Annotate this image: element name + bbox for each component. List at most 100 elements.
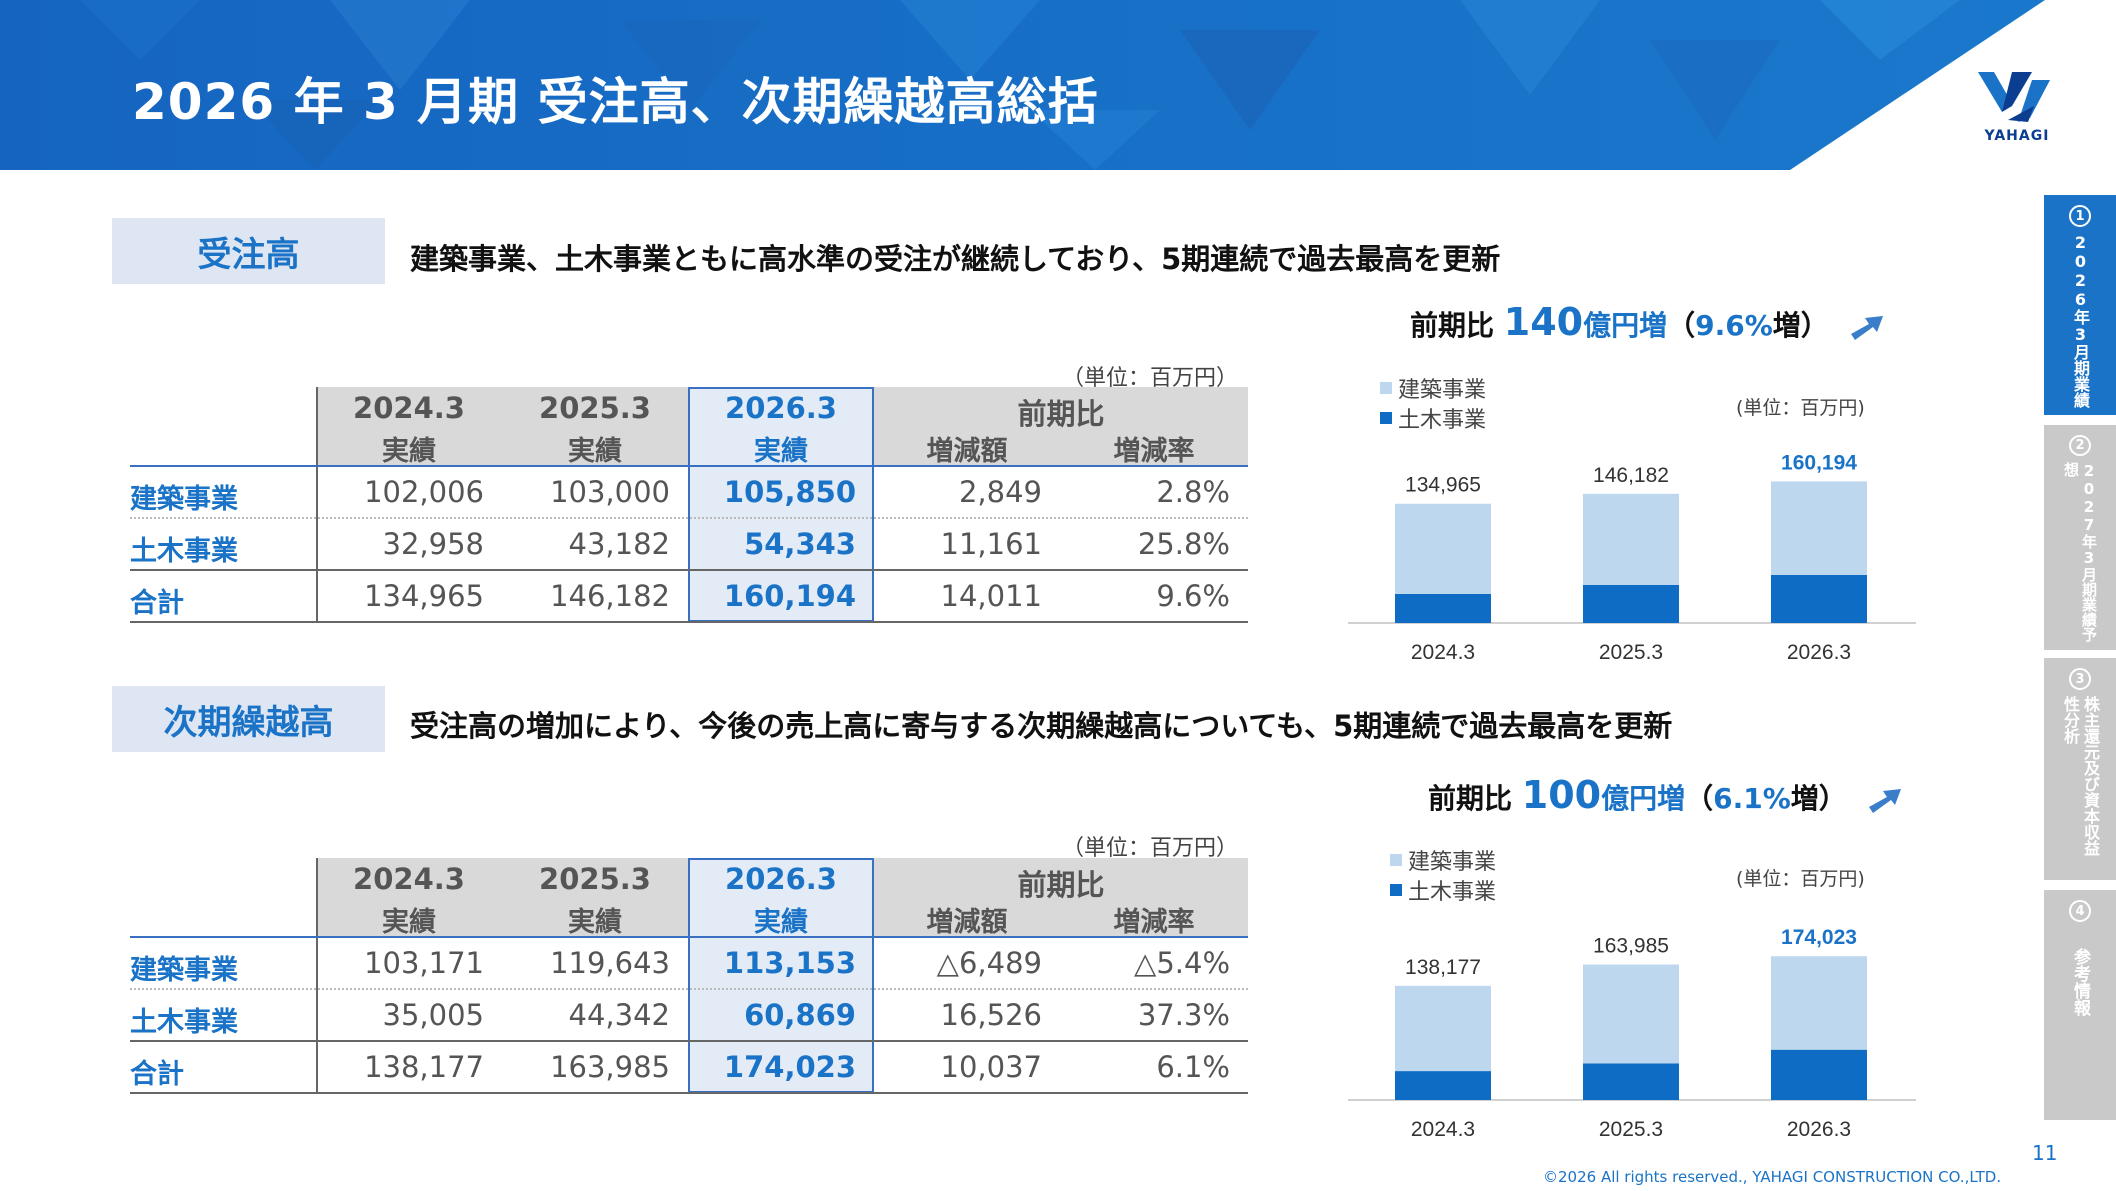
legend-item: 建築事業 [1380, 373, 1486, 403]
bar-total-label: 146,182 [1593, 464, 1669, 487]
row-label: 土木事業 [130, 1007, 238, 1038]
table-cell: 10,037 [940, 1050, 1042, 1084]
tab-number: 3 [2069, 668, 2091, 690]
headline-pct: 9.6% [1695, 309, 1773, 342]
chart-unit: (単位：百万円) [1736, 397, 1865, 419]
table-rule [130, 621, 1248, 623]
backlog-bar-chart: 138,177 2024.3 163,985 2025.3 174,023 2026.3 [1348, 926, 1916, 1141]
bar-building [1583, 964, 1679, 1064]
bar-total-label: 138,177 [1405, 956, 1481, 979]
legend-swatch [1390, 854, 1402, 866]
section-description-backlog: 受注高の増加により、今後の売上高に寄与する次期繰越高についても、5期連続で過去最… [410, 709, 1673, 743]
page-title: 2026 年 3 月期 受注高、次期繰越高総括 [132, 73, 1099, 131]
header-background [0, 0, 2045, 170]
table-rule [130, 936, 1248, 938]
header-compare: 前期比 [1017, 397, 1105, 431]
headline-amount: 100 [1521, 773, 1602, 817]
side-tab-4[interactable]: 4 参考情報 [2044, 890, 2116, 1120]
header-compare: 前期比 [1017, 868, 1105, 902]
up-arrow-icon [1850, 316, 1883, 340]
headline-prefix: 前期比 [1428, 782, 1522, 815]
table-cell: △6,489 [936, 946, 1042, 980]
table-cell: 11,161 [940, 527, 1042, 561]
legend-item: 建築事業 [1390, 845, 1496, 875]
legend-item: 土木事業 [1390, 875, 1496, 905]
table-cell: 6.1% [1156, 1050, 1230, 1084]
header-period: 2025.3 [539, 391, 651, 425]
side-tab-3[interactable]: 3 株主還元及び資本収益性分析 [2044, 658, 2116, 880]
table-cell: 160,194 [723, 579, 856, 613]
yahagi-logo-icon [1978, 72, 2050, 122]
bar-civil [1583, 1063, 1679, 1100]
chart-legend: 建築事業 土木事業 [1380, 373, 1486, 433]
bar-building [1771, 481, 1867, 575]
category-label: 2026.3 [1787, 641, 1851, 664]
legend-swatch [1390, 884, 1402, 896]
table-cell: 138,177 [364, 1050, 484, 1084]
side-tab-1[interactable]: 1 2026年3月期業績 [2044, 195, 2116, 415]
table-rule [130, 517, 1248, 519]
legend-swatch [1380, 412, 1392, 424]
table-unit-backlog: （単位：百万円） [1062, 836, 1239, 861]
table-cell: 103,171 [364, 946, 484, 980]
copyright: ©2026 All rights reserved., YAHAGI CONST… [1543, 1168, 2002, 1186]
backlog-table: 2024.3 2025.3 2026.3 前期比 実績 実績 実績 増減額 増減… [130, 858, 1248, 1094]
bar-civil [1395, 593, 1491, 623]
table-rule [130, 465, 1248, 467]
table-cell: 146,182 [550, 579, 670, 613]
bar-total-label: 174,023 [1781, 926, 1857, 949]
table-cell: 105,850 [723, 475, 856, 509]
header-period: 2026.3 [725, 862, 837, 896]
section-label-orders: 受注高 [112, 218, 385, 284]
tab-number: 1 [2069, 205, 2091, 227]
bar-building [1395, 503, 1491, 594]
row-label: 建築事業 [130, 484, 238, 515]
category-label: 2026.3 [1787, 1118, 1851, 1141]
bar-civil [1771, 574, 1867, 623]
bar-total-label: 134,965 [1405, 474, 1481, 497]
orders-bar-chart: 134,965 2024.3 146,182 2025.3 160,194 2026.3 [1348, 451, 1916, 664]
bar-civil [1395, 1071, 1491, 1100]
bar-civil [1771, 1049, 1867, 1100]
table-cell: 35,005 [382, 998, 484, 1032]
header-sub: 実績 [382, 436, 436, 467]
tab-label: 2026年3月期業績 [2071, 233, 2090, 408]
section-label-backlog: 次期繰越高 [112, 686, 385, 752]
headline-pct: 6.1% [1713, 782, 1791, 815]
tab-label: 株主還元及び資本収益性分析 [2061, 696, 2100, 856]
legend-label: 建築事業 [1398, 378, 1487, 403]
tab-label: 2027年3月期業績予想 [2062, 462, 2098, 643]
row-label: 建築事業 [130, 955, 238, 986]
table-cell: 102,006 [364, 475, 484, 509]
table-divider [316, 387, 318, 622]
header-sub: 増減率 [1113, 907, 1195, 938]
table-rule [130, 569, 1248, 571]
category-label: 2024.3 [1411, 1118, 1475, 1141]
side-tab-2[interactable]: 2 2027年3月期業績予想 [2044, 425, 2116, 650]
legend-label: 土木事業 [1398, 408, 1487, 433]
header-sub: 実績 [568, 907, 622, 938]
table-cell: 25.8% [1137, 527, 1230, 561]
tab-label: 参考情報 [2070, 948, 2090, 1016]
bar-total-label: 160,194 [1781, 451, 1857, 474]
category-label: 2025.3 [1599, 641, 1663, 664]
row-label: 合計 [130, 1059, 184, 1090]
headline-close: 増） [1772, 309, 1829, 342]
tab-number: 4 [2069, 900, 2091, 922]
header-sub: 実績 [568, 436, 622, 467]
header-banner: 2026 年 3 月期 受注高、次期繰越高総括 YAHAGI [0, 0, 2116, 170]
header-period: 2026.3 [725, 391, 837, 425]
category-label: 2024.3 [1411, 641, 1475, 664]
orders-table: 2024.3 2025.3 2026.3 前期比 実績 実績 実績 増減額 増減… [130, 387, 1248, 623]
table-cell: 163,985 [550, 1050, 670, 1084]
table-cell: 119,643 [550, 946, 670, 980]
section-description-orders: 建築事業、土木事業ともに高水準の受注が継続しており、5期連続で過去最高を更新 [410, 242, 1501, 276]
header-sub: 実績 [754, 907, 808, 938]
up-arrow-icon [1868, 789, 1901, 813]
headline-prefix: 前期比 [1410, 309, 1504, 342]
page-number: 11 [2032, 1141, 2058, 1165]
header-sub: 実績 [754, 436, 808, 467]
bar-building [1583, 493, 1679, 585]
legend-item: 土木事業 [1380, 403, 1486, 433]
table-cell: 44,342 [568, 998, 670, 1032]
